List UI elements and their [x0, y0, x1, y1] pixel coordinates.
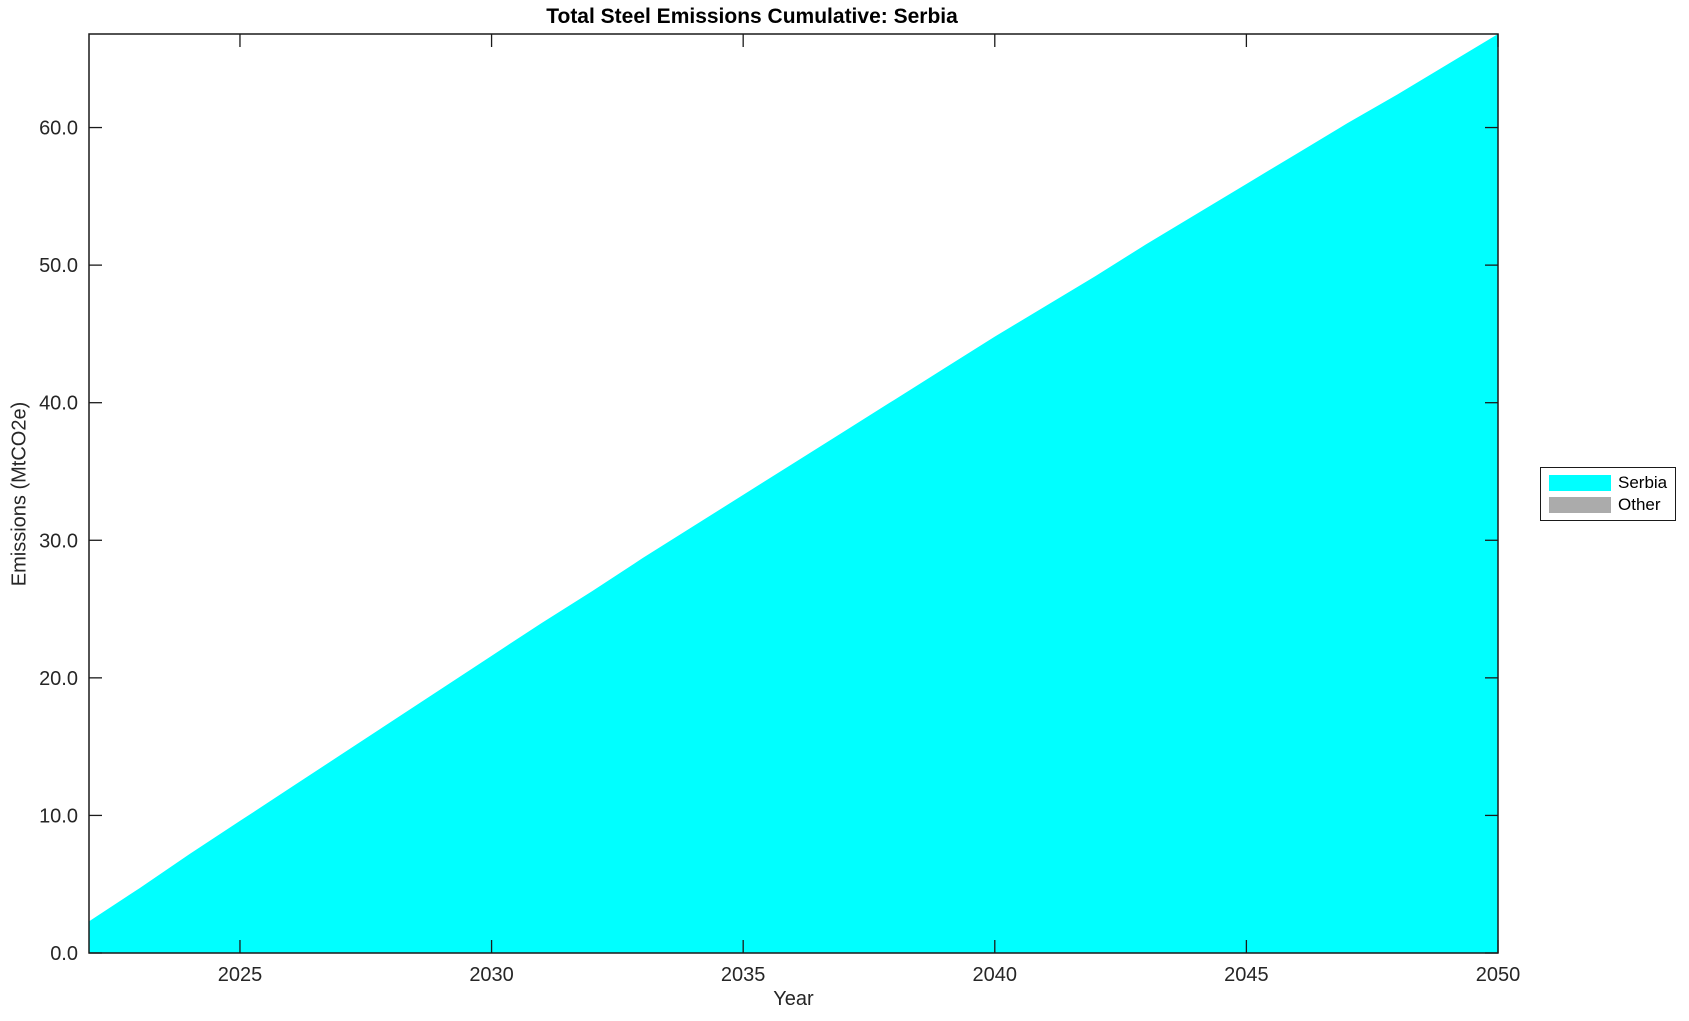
- chart-title: Total Steel Emissions Cumulative: Serbia: [546, 5, 958, 28]
- y-tick-label: 40.0: [39, 393, 78, 415]
- x-axis-label: Year: [773, 988, 814, 1010]
- legend-label-other: Other: [1618, 495, 1661, 514]
- y-tick-label: 20.0: [39, 668, 78, 690]
- y-axis-label: Emissions (MtCO2e): [8, 401, 31, 587]
- y-tick-label: 60.0: [39, 118, 78, 140]
- legend-item-other: Other: [1549, 495, 1667, 514]
- x-tick-label: 2050: [1476, 964, 1521, 986]
- x-tick-label: 2030: [469, 964, 514, 986]
- legend-item-serbia: Serbia: [1549, 473, 1668, 492]
- y-tick-label: 10.0: [39, 805, 78, 827]
- y-tick-label: 0.0: [50, 943, 78, 965]
- x-tick-label: 2035: [721, 964, 766, 986]
- y-tick-label: 50.0: [39, 255, 78, 277]
- y-tick-label: 30.0: [39, 530, 78, 552]
- legend-label-serbia: Serbia: [1618, 473, 1668, 492]
- x-tick-label: 2025: [218, 964, 263, 986]
- x-tick-label: 2045: [1224, 964, 1269, 986]
- legend-swatch-other: [1549, 497, 1611, 513]
- plot-border: [88, 33, 1499, 954]
- x-tick-label: 2040: [973, 964, 1018, 986]
- legend-swatch-serbia: [1549, 475, 1611, 491]
- serbia-area: [89, 34, 1498, 953]
- legend: Serbia Other: [1540, 467, 1676, 521]
